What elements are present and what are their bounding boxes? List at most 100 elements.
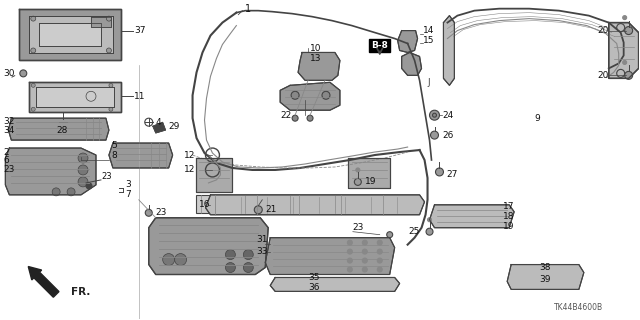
Circle shape — [348, 258, 353, 263]
Circle shape — [20, 70, 27, 77]
Text: 23: 23 — [353, 223, 364, 232]
Circle shape — [60, 119, 66, 125]
Polygon shape — [609, 23, 639, 78]
Polygon shape — [429, 205, 514, 228]
Circle shape — [225, 262, 236, 273]
Circle shape — [362, 240, 367, 245]
Text: 17: 17 — [503, 202, 515, 211]
Circle shape — [78, 177, 88, 187]
Polygon shape — [298, 52, 340, 80]
Circle shape — [78, 165, 88, 175]
Text: 7: 7 — [125, 190, 131, 199]
Text: 34: 34 — [3, 126, 15, 135]
Polygon shape — [265, 238, 395, 275]
Circle shape — [106, 48, 111, 53]
Circle shape — [625, 27, 632, 35]
Text: 37: 37 — [134, 26, 145, 35]
Text: 1: 1 — [245, 4, 252, 14]
Circle shape — [243, 250, 253, 260]
Polygon shape — [348, 158, 390, 188]
Bar — [196, 195, 410, 213]
Text: 18: 18 — [503, 212, 515, 221]
Circle shape — [31, 107, 35, 111]
Text: 11: 11 — [134, 92, 145, 101]
Circle shape — [307, 115, 313, 121]
Text: 25: 25 — [408, 227, 420, 236]
Circle shape — [362, 267, 367, 272]
Text: 21: 21 — [265, 205, 276, 214]
Polygon shape — [5, 148, 96, 195]
Circle shape — [348, 240, 353, 245]
Circle shape — [52, 188, 60, 196]
Polygon shape — [507, 265, 584, 289]
Text: 38: 38 — [539, 263, 550, 272]
Polygon shape — [148, 218, 268, 275]
Circle shape — [109, 83, 113, 87]
Polygon shape — [109, 143, 173, 168]
Circle shape — [348, 267, 353, 272]
Polygon shape — [91, 17, 111, 27]
Circle shape — [355, 179, 362, 185]
Polygon shape — [205, 195, 424, 215]
Circle shape — [362, 249, 367, 254]
Text: 19: 19 — [365, 177, 376, 187]
Text: 29: 29 — [169, 122, 180, 131]
Text: 12: 12 — [184, 150, 196, 160]
Text: TK44B4600B: TK44B4600B — [554, 303, 604, 312]
Circle shape — [175, 253, 187, 266]
Circle shape — [78, 153, 88, 163]
Circle shape — [377, 240, 382, 245]
Circle shape — [86, 183, 92, 189]
Text: 3: 3 — [125, 180, 131, 189]
Circle shape — [377, 267, 382, 272]
Text: 23: 23 — [101, 172, 111, 181]
Circle shape — [109, 107, 113, 111]
Text: 23: 23 — [156, 208, 167, 217]
Text: 20: 20 — [597, 71, 609, 80]
Circle shape — [292, 115, 298, 121]
Text: 4: 4 — [156, 118, 161, 127]
Circle shape — [243, 262, 253, 273]
Polygon shape — [36, 87, 114, 107]
Circle shape — [377, 249, 382, 254]
Text: 26: 26 — [442, 131, 454, 140]
Polygon shape — [8, 118, 109, 140]
Circle shape — [163, 253, 175, 266]
Polygon shape — [153, 122, 166, 133]
Circle shape — [254, 206, 262, 214]
Polygon shape — [196, 158, 232, 192]
Polygon shape — [444, 16, 454, 85]
Circle shape — [106, 16, 111, 21]
Text: 28: 28 — [56, 126, 68, 135]
Polygon shape — [280, 82, 340, 110]
Text: 22: 22 — [280, 111, 291, 120]
Circle shape — [623, 16, 627, 20]
Text: 35: 35 — [308, 273, 319, 282]
Polygon shape — [19, 9, 121, 60]
Text: 32: 32 — [3, 117, 15, 126]
Text: 30: 30 — [3, 69, 15, 78]
Polygon shape — [29, 82, 121, 112]
FancyArrow shape — [28, 267, 59, 297]
Circle shape — [435, 168, 444, 176]
Text: B-8: B-8 — [371, 41, 388, 50]
Circle shape — [426, 228, 433, 235]
Text: 36: 36 — [308, 283, 319, 292]
Circle shape — [291, 91, 299, 99]
Polygon shape — [270, 277, 399, 292]
Text: 8: 8 — [111, 150, 116, 160]
Polygon shape — [397, 31, 417, 52]
Text: 20: 20 — [597, 26, 609, 35]
Circle shape — [67, 188, 75, 196]
Text: 24: 24 — [442, 111, 454, 120]
Circle shape — [31, 48, 36, 53]
Text: 23: 23 — [3, 165, 15, 174]
Text: 9: 9 — [534, 114, 540, 123]
Circle shape — [433, 113, 436, 117]
Circle shape — [431, 131, 438, 139]
Circle shape — [348, 249, 353, 254]
Circle shape — [362, 258, 367, 263]
Circle shape — [428, 218, 431, 222]
Text: FR.: FR. — [71, 287, 90, 297]
Polygon shape — [29, 16, 113, 53]
